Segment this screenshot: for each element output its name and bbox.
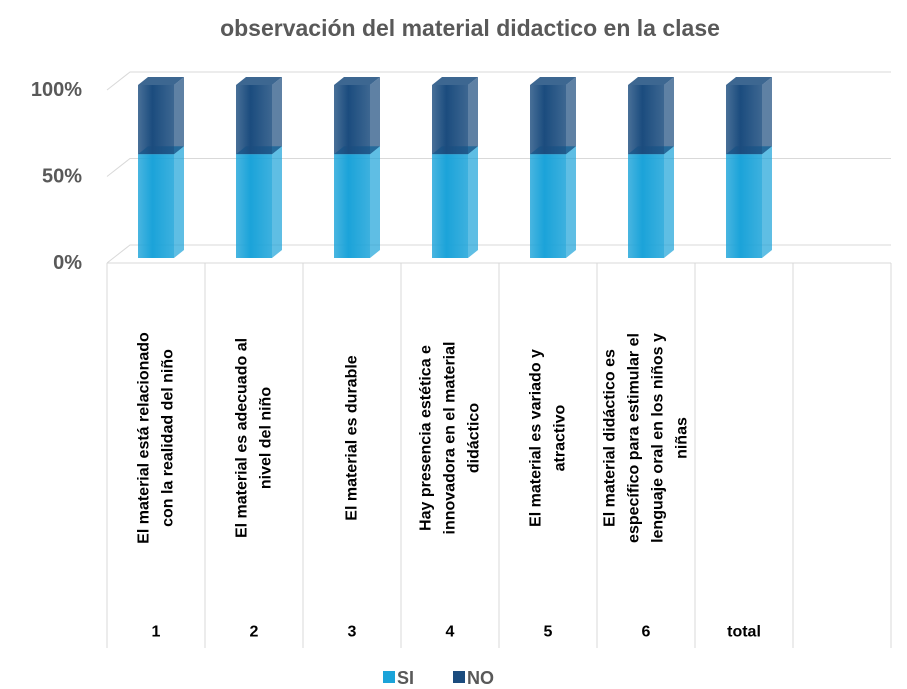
- x-tick-label: 1: [152, 624, 161, 641]
- bar-side: [566, 77, 576, 155]
- category-description: lenguaje oral en los niños y: [650, 333, 667, 543]
- bar-segment: [138, 85, 174, 155]
- grid-line: [106, 244, 891, 264]
- category-description: nivel del niño: [258, 387, 275, 489]
- bar-top: [138, 77, 184, 85]
- bar-side: [370, 77, 380, 155]
- x-tick-label: 3: [348, 624, 357, 641]
- category-description: atractivo: [552, 404, 569, 471]
- bar-segment: [138, 154, 174, 258]
- bar-side: [762, 77, 772, 155]
- x-tick-label: 2: [250, 624, 259, 641]
- bar-segment: [726, 85, 762, 155]
- bar-segment: [432, 85, 468, 155]
- category-description: con la realidad del niño: [160, 349, 177, 527]
- bar-side: [566, 146, 576, 258]
- grid-line: [106, 71, 891, 91]
- bar-segment: [726, 154, 762, 258]
- bar-top: [726, 77, 772, 85]
- category-description: El material es durable: [344, 355, 361, 521]
- bar-side: [762, 146, 772, 258]
- legend-label: NO: [467, 668, 494, 688]
- bar-side: [370, 146, 380, 258]
- category-description: El material es variado y: [528, 349, 545, 527]
- bar-side: [174, 77, 184, 155]
- category-description: El material está relacionado: [136, 332, 153, 544]
- bar-segment: [628, 154, 664, 258]
- bar-top: [236, 77, 282, 85]
- bar-segment: [628, 85, 664, 155]
- bar-top: [432, 77, 478, 85]
- bar-segment: [432, 154, 468, 258]
- bar-segment: [236, 85, 272, 155]
- bar-segment: [236, 154, 272, 258]
- y-tick-label: 0%: [53, 252, 82, 274]
- chart-title: observación del material didactico en la…: [220, 15, 720, 41]
- legend-label: SI: [397, 668, 414, 688]
- bar-top: [334, 77, 380, 85]
- x-tick-label: 4: [446, 624, 455, 641]
- category-description: El material es adecuado al: [234, 338, 251, 538]
- bar-segment: [334, 85, 370, 155]
- bar-segment: [334, 154, 370, 258]
- x-tick-label: 6: [642, 624, 651, 641]
- bar-side: [272, 146, 282, 258]
- bar-side: [468, 146, 478, 258]
- bar-segment: [530, 154, 566, 258]
- category-description: didáctico: [466, 403, 483, 473]
- category-description: innovadora en el material: [442, 342, 459, 535]
- legend-swatch: [453, 671, 465, 683]
- bar-segment: [530, 85, 566, 155]
- category-description: específico para estimular el: [626, 333, 643, 543]
- category-description: niñas: [674, 417, 691, 459]
- bar-top: [628, 77, 674, 85]
- grid-line: [106, 158, 891, 177]
- x-tick-label: total: [727, 624, 761, 641]
- bar-side: [174, 146, 184, 258]
- x-tick-label: 5: [544, 624, 553, 641]
- bar-side: [664, 146, 674, 258]
- legend-swatch: [383, 671, 395, 683]
- y-tick-label: 100%: [31, 79, 82, 101]
- bar-side: [272, 77, 282, 155]
- category-description: El material didáctico es: [602, 349, 619, 527]
- bar-top: [530, 77, 576, 85]
- bar-side: [664, 77, 674, 155]
- y-tick-label: 50%: [42, 166, 82, 188]
- bar-side: [468, 77, 478, 155]
- category-description: Hay presencia estética e: [418, 345, 435, 531]
